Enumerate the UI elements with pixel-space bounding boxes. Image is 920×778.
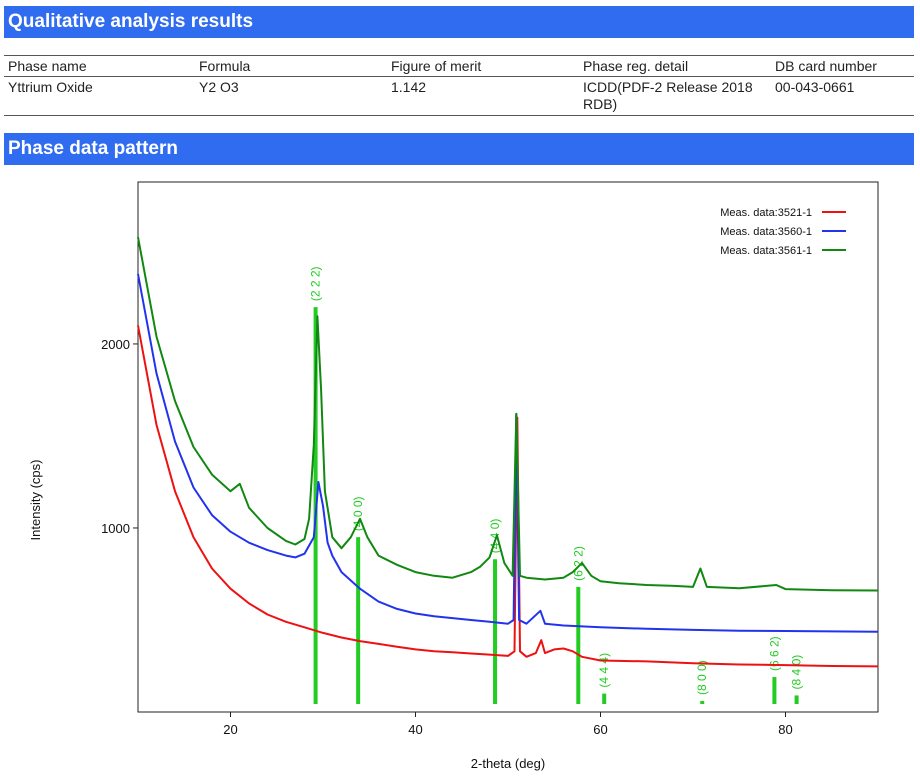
- header-figure-of-merit: Figure of merit: [387, 55, 579, 77]
- x-axis-label: 2-theta (deg): [471, 756, 545, 771]
- header-formula: Formula: [195, 55, 387, 77]
- x-tick-label: 20: [223, 722, 237, 737]
- miller-index-label: (8 0 0): [695, 660, 709, 695]
- table-header-row: Phase name Formula Figure of merit Phase…: [4, 55, 914, 77]
- legend-entry-label: Meas. data:3560-1: [720, 226, 812, 238]
- miller-index-label: (8 4 0): [790, 655, 804, 690]
- header-db-card-number: DB card number: [771, 55, 914, 77]
- phase-pattern-header: Phase data pattern: [4, 133, 914, 165]
- reference-lines-group: (2 2 2)(4 0 0)(4 4 0)(6 2 2)(4 4 4) (8 0 …: [309, 266, 804, 704]
- cell-figure-of-merit: 1.142: [387, 76, 579, 116]
- y-axis-label: Intensity (cps): [28, 460, 43, 541]
- header-phase-name: Phase name: [4, 55, 195, 77]
- cell-phase-reg-detail: ICDD(PDF-2 Release 2018 RDB): [579, 76, 771, 116]
- series-line: [137, 325, 879, 668]
- miller-index-label: (2 2 2): [309, 266, 323, 301]
- chart-legend: Meas. data:3521-1 Meas. data:3560-1 Meas. …: [720, 207, 846, 257]
- x-tick-label: 80: [778, 722, 792, 737]
- miller-index-label: (6 2 2): [571, 546, 585, 581]
- qualitative-results-header: Qualitative analysis results: [4, 6, 914, 38]
- series-line: [137, 273, 879, 633]
- plot-frame: [137, 181, 879, 713]
- cell-db-card-number: 00-043-0661: [771, 76, 914, 116]
- axis-ticks-group: 20 40 60 80 1000 2000: [101, 337, 793, 737]
- y-tick-label: 1000: [101, 521, 130, 536]
- cell-phase-name: Yttrium Oxide: [4, 76, 195, 116]
- x-tick-label: 40: [408, 722, 422, 737]
- y-tick-label: 2000: [101, 337, 130, 352]
- xrd-pattern-chart: (2 2 2)(4 0 0)(4 4 0)(6 2 2)(4 4 4) (8 0 …: [28, 181, 879, 771]
- phase-results-table: Phase name Formula Figure of merit Phase…: [4, 55, 914, 116]
- miller-index-label: (6 6 2): [767, 636, 781, 671]
- series-line: [137, 237, 879, 592]
- cell-formula: Y2 O3: [195, 76, 387, 116]
- header-phase-reg-detail: Phase reg. detail: [579, 55, 771, 77]
- table-row[interactable]: Yttrium Oxide Y2 O3 1.142 ICDD(PDF-2 Rel…: [4, 76, 914, 116]
- legend-entry-label: Meas. data:3561-1: [720, 245, 812, 257]
- series-lines-group: [137, 237, 879, 668]
- miller-index-label: (4 4 4): [597, 653, 611, 688]
- legend-entry-label: Meas. data:3521-1: [720, 207, 812, 219]
- x-tick-label: 60: [593, 722, 607, 737]
